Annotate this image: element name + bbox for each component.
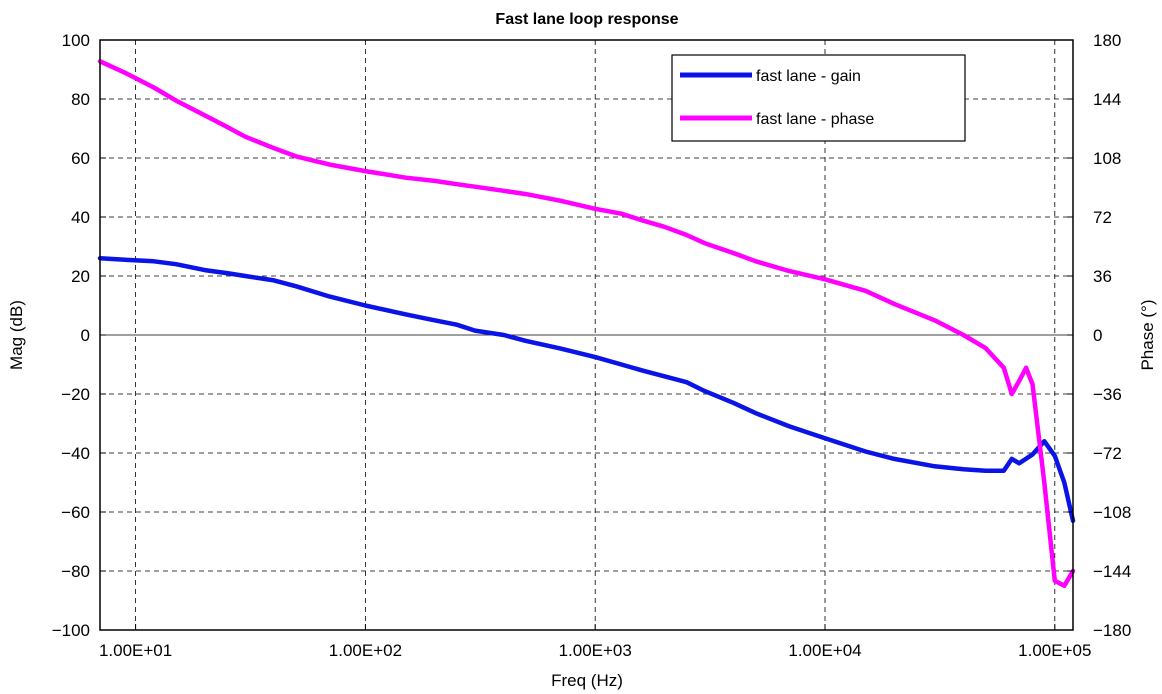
y2-axis-ticks: −180 −144 −108 −72 −36 0 36 72 108 144 180 (1067, 31, 1131, 640)
series-line-gain (97, 256, 1076, 524)
y2-tick-label-4: −36 (1093, 385, 1122, 404)
y-tick-label-5: 0 (81, 326, 90, 345)
y2-tick-label-9: 144 (1093, 90, 1121, 109)
y-tick-label-9: 80 (71, 90, 90, 109)
x-axis-label: Freq (Hz) (551, 671, 623, 690)
y2-axis-label: Phase (°) (1138, 299, 1157, 370)
y2-tick-label-10: 180 (1093, 31, 1121, 50)
x-tick-label-2: 1.00E+03 (559, 641, 632, 660)
series-layer (97, 59, 1076, 589)
y2-tick-label-1: −144 (1093, 562, 1131, 581)
x-tick-label-0: 1.00E+01 (99, 641, 172, 660)
y2-tick-label-5: 0 (1093, 326, 1102, 345)
legend-label-gain: fast lane - gain (756, 68, 861, 85)
y2-tick-label-6: 36 (1093, 267, 1112, 286)
y-tick-label-1: −80 (61, 562, 90, 581)
y-tick-label-7: 40 (71, 208, 90, 227)
y-tick-label-8: 60 (71, 149, 90, 168)
y-axis-ticks: −100 −80 −60 −40 −20 0 20 40 60 80 100 (52, 31, 106, 640)
y-axis-label: Mag (dB) (7, 300, 26, 370)
grid-lines (100, 40, 1073, 630)
x-tick-label-4: 1.00E+05 (1018, 641, 1091, 660)
chart-title: Fast lane loop response (495, 11, 678, 28)
x-tick-label-1: 1.00E+02 (329, 641, 402, 660)
legend-label-phase: fast lane - phase (756, 111, 874, 128)
y2-tick-label-2: −108 (1093, 503, 1131, 522)
x-axis-ticks: 1.00E+01 1.00E+02 1.00E+03 1.00E+04 1.00E+05 (99, 624, 1091, 660)
y-tick-label-10: 100 (62, 31, 90, 50)
y2-tick-label-0: −180 (1093, 621, 1131, 640)
y-tick-label-6: 20 (71, 267, 90, 286)
y-tick-label-0: −100 (52, 621, 90, 640)
y2-tick-label-7: 72 (1093, 208, 1112, 227)
y-tick-label-2: −60 (61, 503, 90, 522)
y-tick-label-3: −40 (61, 444, 90, 463)
x-tick-label-3: 1.00E+04 (788, 641, 861, 660)
y-tick-label-4: −20 (61, 385, 90, 404)
legend-box (671, 54, 966, 142)
legend: fast lane - gain fast lane - phase (671, 54, 966, 142)
y2-tick-label-8: 108 (1093, 149, 1121, 168)
y2-tick-label-3: −72 (1093, 444, 1122, 463)
series-line-phase (97, 59, 1076, 589)
